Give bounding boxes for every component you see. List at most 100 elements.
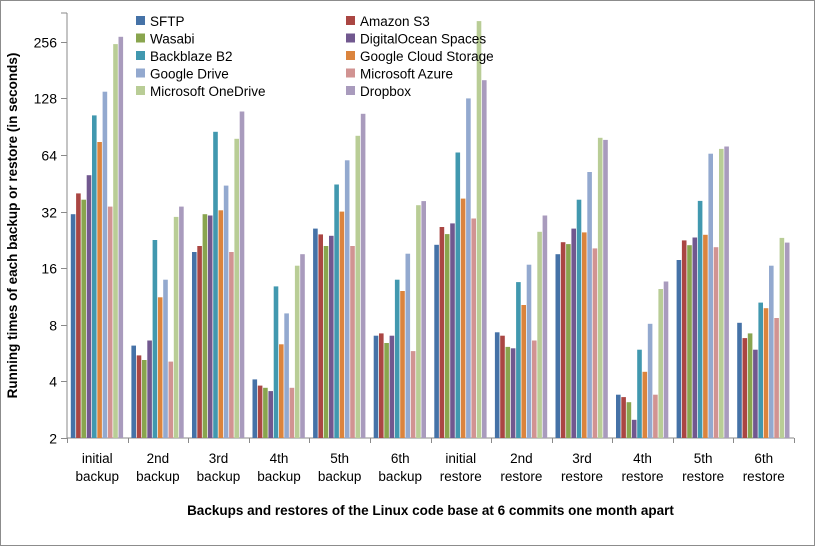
bar-sftp-10 — [676, 260, 682, 438]
bar-microsoft-azure-9 — [653, 394, 658, 438]
bar-google-drive-11 — [769, 265, 774, 438]
bar-microsoft-onedrive-3 — [294, 265, 300, 438]
bar-google-drive-3 — [284, 313, 289, 438]
bar-google-drive-1 — [163, 279, 168, 438]
x-category-label: 6th backup — [378, 451, 422, 484]
bar-amazon-s3-7 — [500, 335, 505, 438]
legend-swatch-microsoft-onedrive — [136, 86, 145, 95]
bar-google-drive-4 — [344, 160, 350, 439]
bar-google-cloud-storage-4 — [339, 211, 345, 438]
legend-item-google-drive: Google Drive — [136, 67, 229, 82]
bar-microsoft-onedrive-0 — [113, 44, 118, 438]
bar-google-drive-10 — [708, 153, 713, 438]
legend-label: Wasabi — [150, 32, 195, 47]
y-tick-label: 2 — [49, 431, 57, 447]
bar-backblaze-b2-1 — [152, 240, 158, 438]
bar-backblaze-b2-0 — [92, 115, 97, 439]
legend-label: Microsoft OneDrive — [150, 84, 266, 99]
bar-amazon-s3-1 — [136, 355, 142, 438]
bar-digitalocean-spaces-0 — [86, 175, 92, 438]
bar-dropbox-2 — [239, 111, 245, 438]
legend-label: Microsoft Azure — [360, 67, 453, 82]
x-category-label: initial restore — [440, 451, 482, 484]
bar-digitalocean-spaces-11 — [753, 349, 758, 438]
bar-wasabi-5 — [384, 343, 389, 438]
bar-dropbox-8 — [603, 139, 608, 438]
legend-swatch-sftp — [136, 16, 145, 25]
bar-backblaze-b2-11 — [758, 302, 763, 438]
bar-wasabi-4 — [323, 246, 329, 438]
bar-microsoft-azure-5 — [410, 351, 416, 438]
legend-swatch-google-cloud-storage — [346, 51, 355, 60]
bar-google-drive-5 — [405, 253, 411, 438]
bar-google-cloud-storage-1 — [157, 297, 163, 438]
bar-wasabi-2 — [202, 214, 208, 438]
bar-backblaze-b2-3 — [273, 286, 279, 438]
bar-amazon-s3-6 — [439, 227, 445, 438]
bar-sftp-8 — [555, 254, 561, 438]
bar-sftp-1 — [131, 345, 136, 438]
bar-google-cloud-storage-0 — [97, 142, 102, 438]
legend-swatch-dropbox — [346, 86, 355, 95]
bar-dropbox-7 — [542, 215, 548, 438]
bar-microsoft-azure-7 — [532, 340, 537, 438]
bar-amazon-s3-10 — [681, 240, 687, 438]
legend-item-backblaze-b2: Backblaze B2 — [136, 49, 233, 64]
legend-item-digitalocean-spaces: DigitalOcean Spaces — [346, 32, 486, 47]
bar-dropbox-11 — [784, 242, 790, 438]
bar-sftp-7 — [494, 332, 500, 438]
x-category-label: 5th backup — [318, 451, 362, 484]
bar-dropbox-3 — [300, 254, 305, 438]
bar-sftp-3 — [252, 379, 258, 438]
bar-dropbox-1 — [179, 206, 184, 438]
legend-label: SFTP — [150, 14, 185, 29]
y-tick-label: 16 — [41, 261, 57, 277]
bar-microsoft-onedrive-8 — [597, 137, 603, 439]
bar-wasabi-7 — [505, 346, 511, 438]
bar-microsoft-azure-11 — [774, 318, 779, 438]
bar-google-cloud-storage-6 — [460, 198, 466, 438]
legend-item-dropbox: Dropbox — [346, 84, 411, 99]
bar-wasabi-11 — [747, 333, 753, 438]
bar-backblaze-b2-2 — [213, 131, 218, 439]
legend-swatch-google-drive — [136, 68, 145, 78]
bar-dropbox-5 — [421, 201, 426, 438]
bar-microsoft-onedrive-4 — [355, 135, 361, 439]
bar-amazon-s3-3 — [257, 385, 263, 438]
bar-google-cloud-storage-5 — [400, 291, 405, 438]
bar-google-cloud-storage-2 — [218, 210, 224, 438]
bar-digitalocean-spaces-2 — [207, 215, 213, 438]
bar-digitalocean-spaces-10 — [692, 237, 698, 438]
x-category-label: 6th restore — [743, 451, 785, 484]
bar-dropbox-6 — [482, 80, 487, 438]
bar-backblaze-b2-9 — [637, 349, 642, 438]
bar-sftp-9 — [616, 394, 621, 438]
bar-backblaze-b2-10 — [697, 200, 703, 438]
bar-amazon-s3-8 — [560, 242, 566, 438]
legend-swatch-microsoft-azure — [346, 68, 355, 78]
x-category-label: 2nd backup — [136, 451, 180, 484]
bar-microsoft-onedrive-5 — [416, 205, 421, 438]
legend-item-microsoft-azure: Microsoft Azure — [346, 67, 453, 82]
bar-google-drive-6 — [466, 98, 471, 439]
bar-amazon-s3-0 — [76, 193, 81, 438]
bar-backblaze-b2-6 — [455, 152, 461, 438]
bar-digitalocean-spaces-5 — [389, 335, 395, 438]
bar-sftp-2 — [192, 252, 197, 438]
bar-sftp-6 — [434, 244, 439, 438]
y-tick-label: 128 — [34, 91, 58, 107]
bar-digitalocean-spaces-7 — [510, 348, 516, 438]
bar-microsoft-onedrive-10 — [719, 148, 724, 438]
bar-microsoft-azure-6 — [471, 218, 476, 438]
bar-google-cloud-storage-9 — [642, 371, 648, 438]
bar-microsoft-azure-3 — [289, 387, 295, 438]
legend-swatch-wasabi — [136, 33, 145, 43]
x-category-label: 3rd backup — [197, 451, 241, 484]
legend-label: Backblaze B2 — [150, 49, 233, 64]
bar-dropbox-9 — [663, 281, 669, 438]
y-tick-label: 4 — [49, 374, 57, 390]
legend-item-amazon-s3: Amazon S3 — [346, 14, 430, 29]
x-axis-title: Backups and restores of the Linux code b… — [187, 503, 674, 518]
x-category-label: initial backup — [76, 451, 120, 484]
